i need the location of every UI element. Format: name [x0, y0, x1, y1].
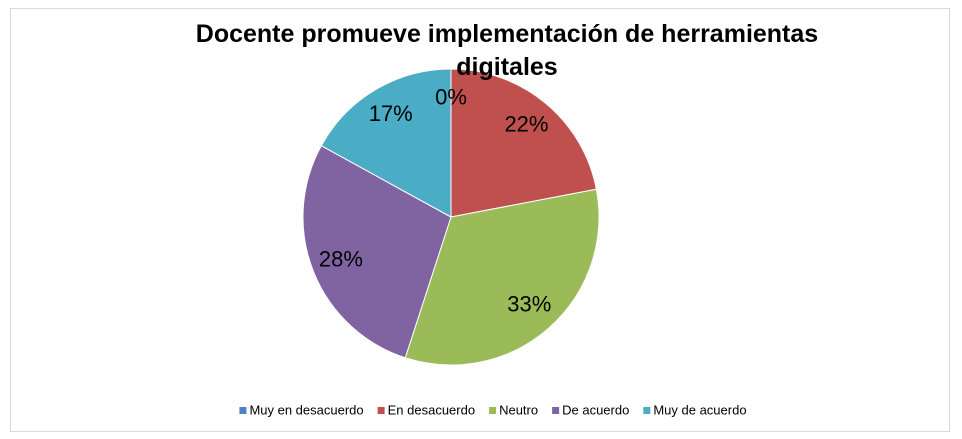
pie-slice	[302, 145, 452, 359]
legend-swatch	[552, 407, 560, 414]
legend-label: En desacuerdo	[388, 402, 475, 417]
data-label: 22%	[504, 112, 548, 137]
legend-swatch	[643, 407, 651, 414]
legend-swatch	[239, 407, 247, 414]
legend-swatch	[489, 407, 497, 414]
legend-label: Neutro	[499, 402, 538, 417]
data-label: 28%	[319, 246, 363, 271]
chart-title: Docente promueve implementación de herra…	[195, 20, 819, 81]
pie-slice	[450, 68, 597, 218]
data-label: 33%	[507, 292, 551, 317]
legend-label: Muy de acuerdo	[653, 402, 746, 417]
chart-frame	[10, 8, 950, 432]
pie-slice	[404, 188, 600, 366]
data-label: 0%	[435, 84, 467, 109]
pie-slice	[320, 68, 452, 218]
legend-label: Muy en desacuerdo	[249, 402, 363, 417]
legend-swatch	[377, 407, 385, 414]
legend-label: De acuerdo	[562, 402, 629, 417]
data-label: 17%	[369, 101, 413, 126]
